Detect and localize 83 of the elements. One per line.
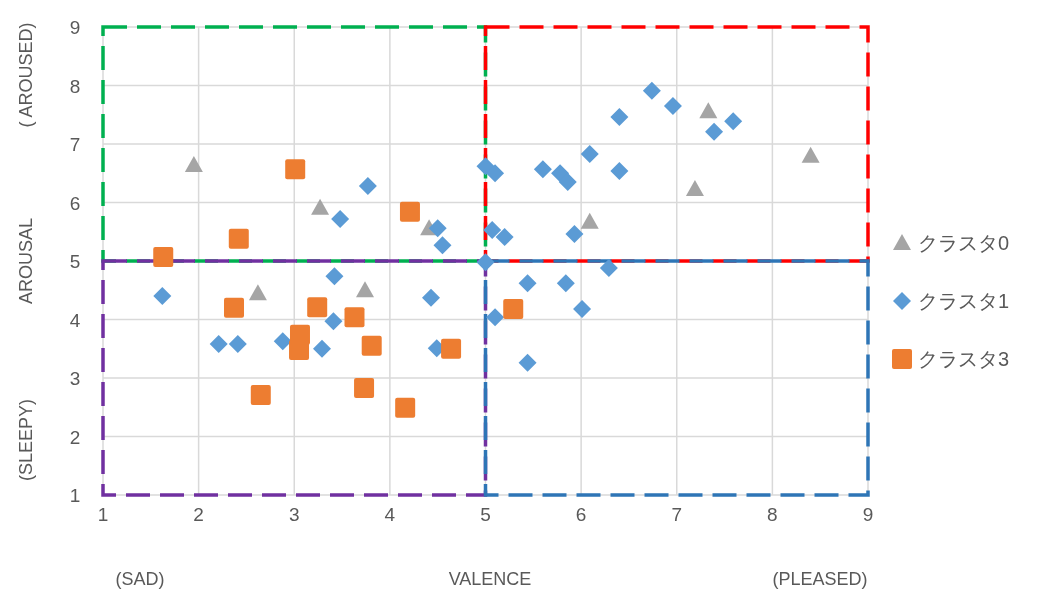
point: [354, 377, 375, 398]
point: [476, 253, 495, 272]
point: [184, 156, 203, 173]
x-tick-label: 1: [97, 504, 109, 525]
point: [324, 312, 343, 331]
point: [685, 180, 704, 197]
point: [551, 164, 570, 183]
x-tick-label: 9: [862, 504, 874, 525]
point: [699, 102, 718, 119]
point: [503, 298, 524, 319]
point: [358, 177, 377, 196]
text: (SAD): [115, 569, 165, 589]
point: [642, 81, 661, 100]
point: [518, 274, 537, 293]
point: [558, 173, 577, 192]
point: [312, 339, 331, 358]
point: [285, 159, 306, 180]
point: [483, 220, 502, 239]
x-tick-label: 6: [575, 504, 587, 525]
x-tick-label: 8: [767, 504, 778, 525]
point: [395, 397, 416, 418]
legend-label: クラスタ3: [918, 348, 1010, 370]
point: [344, 307, 365, 328]
point: [610, 108, 629, 127]
point: [356, 281, 375, 298]
y-tick-label: 5: [69, 251, 81, 272]
x-tick-label: 2: [193, 504, 204, 525]
point: [153, 246, 174, 267]
point: [428, 219, 447, 238]
point: [495, 228, 514, 247]
y-tick-label: 8: [69, 75, 81, 97]
x-axis-title: VALENCE: [448, 569, 532, 589]
x-tick-label: 7: [671, 504, 683, 525]
x-tick-label: 4: [384, 504, 396, 525]
point: [325, 267, 344, 286]
point: [441, 338, 462, 359]
point: [580, 144, 599, 163]
point: [486, 164, 505, 183]
point: [153, 287, 172, 306]
y-tick-label: 6: [69, 192, 81, 214]
point: [705, 122, 724, 141]
point: [307, 297, 328, 318]
point: [209, 335, 228, 354]
point: [331, 209, 350, 228]
text: ( AROUSED): [16, 22, 36, 128]
point: [801, 146, 820, 163]
point: [361, 335, 382, 356]
point: [573, 299, 592, 318]
point: [250, 384, 271, 405]
point: [476, 157, 495, 176]
point: [248, 284, 267, 301]
y-axis-title: AROUSAL: [16, 217, 36, 305]
point: [533, 160, 552, 179]
text: (SLEEPY): [16, 398, 36, 482]
point: [224, 297, 245, 318]
point: [724, 112, 743, 131]
y-tick-label: 3: [69, 368, 81, 389]
y-tick-label: 2: [69, 426, 81, 448]
point: [599, 259, 618, 278]
point: [433, 236, 452, 255]
y-tick-label: 9: [69, 17, 81, 38]
y-tick-label: 7: [69, 134, 81, 155]
point: [289, 339, 310, 360]
point: [610, 161, 629, 180]
point: [518, 353, 537, 372]
point: [311, 198, 330, 215]
point: [399, 201, 420, 222]
point: [565, 225, 584, 244]
point: [273, 332, 292, 351]
point: [580, 212, 599, 229]
point: [663, 96, 682, 115]
x-tick-label: 5: [480, 504, 491, 525]
x-tick-label: 3: [288, 504, 300, 525]
text: (PLEASED): [772, 569, 868, 589]
point: [421, 288, 440, 307]
legend-label: クラスタ0: [918, 232, 1010, 254]
y-tick-label: 1: [69, 485, 81, 506]
point: [556, 274, 575, 293]
point: [486, 308, 505, 327]
y-tick-label: 4: [69, 309, 81, 331]
point: [228, 228, 249, 249]
point: [228, 335, 247, 354]
legend-label: クラスタ1: [918, 290, 1010, 312]
